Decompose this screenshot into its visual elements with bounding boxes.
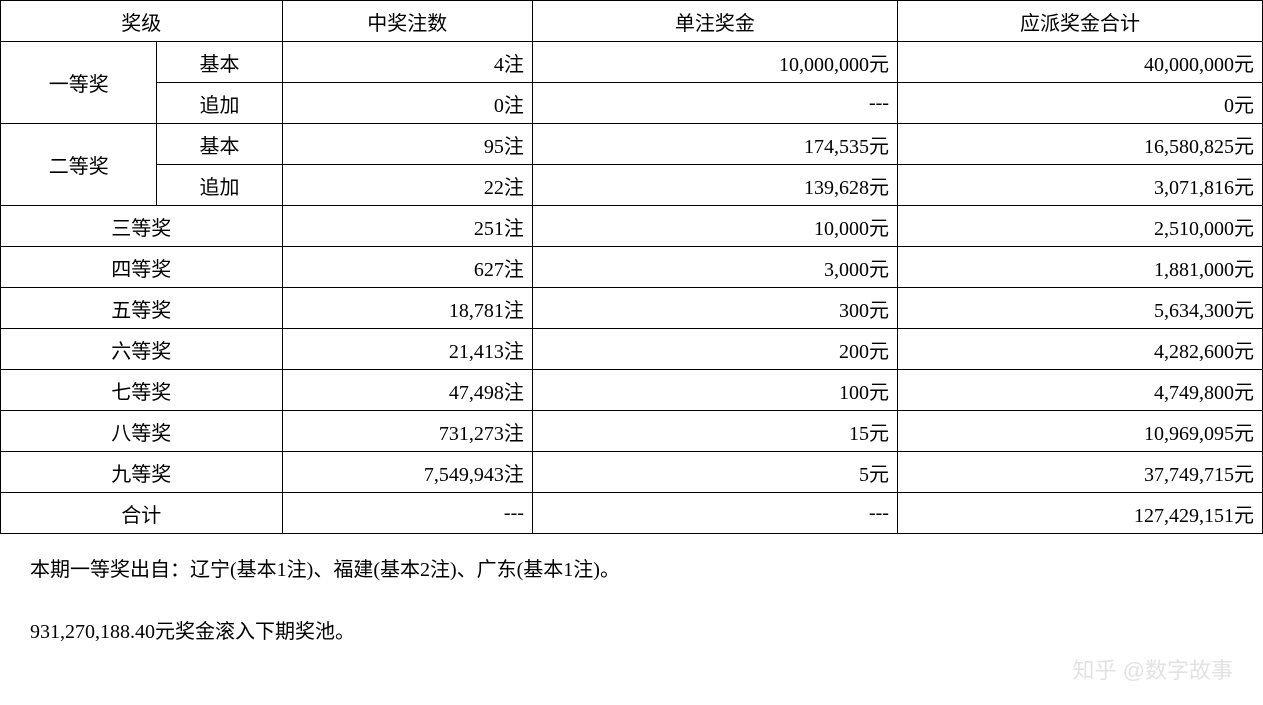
- cell-total: 4,749,800元: [897, 370, 1262, 411]
- cell-total: 3,071,816元: [897, 165, 1262, 206]
- cell-level: 一等奖: [1, 42, 157, 124]
- cell-level: 八等奖: [1, 411, 283, 452]
- cell-count: 4注: [282, 42, 532, 83]
- table-header-row: 奖级 中奖注数 单注奖金 应派奖金合计: [1, 1, 1263, 42]
- cell-level: 六等奖: [1, 329, 283, 370]
- header-count: 中奖注数: [282, 1, 532, 42]
- table-row: 七等奖 47,498注 100元 4,749,800元: [1, 370, 1263, 411]
- cell-level: 七等奖: [1, 370, 283, 411]
- cell-count: 251注: [282, 206, 532, 247]
- cell-count: 627注: [282, 247, 532, 288]
- table-row: 五等奖 18,781注 300元 5,634,300元: [1, 288, 1263, 329]
- cell-total: 10,969,095元: [897, 411, 1262, 452]
- cell-count: 21,413注: [282, 329, 532, 370]
- cell-per: 5元: [532, 452, 897, 493]
- header-per-prize: 单注奖金: [532, 1, 897, 42]
- table-row: 六等奖 21,413注 200元 4,282,600元: [1, 329, 1263, 370]
- table-row: 二等奖 基本 95注 174,535元 16,580,825元: [1, 124, 1263, 165]
- cell-count: ---: [282, 493, 532, 534]
- cell-count: 22注: [282, 165, 532, 206]
- footer-line2: 931,270,188.40元奖金滚入下期奖池。: [0, 596, 1263, 658]
- cell-count: 731,273注: [282, 411, 532, 452]
- cell-per: 300元: [532, 288, 897, 329]
- cell-level: 三等奖: [1, 206, 283, 247]
- cell-total: 0元: [897, 83, 1262, 124]
- cell-per: ---: [532, 493, 897, 534]
- cell-count: 0注: [282, 83, 532, 124]
- cell-sub: 追加: [157, 165, 282, 206]
- table-row: 一等奖 基本 4注 10,000,000元 40,000,000元: [1, 42, 1263, 83]
- cell-total: 37,749,715元: [897, 452, 1262, 493]
- watermark: 知乎 @数字故事: [1073, 653, 1233, 685]
- cell-level: 合计: [1, 493, 283, 534]
- cell-total: 40,000,000元: [897, 42, 1262, 83]
- cell-total: 16,580,825元: [897, 124, 1262, 165]
- table-row: 三等奖 251注 10,000元 2,510,000元: [1, 206, 1263, 247]
- cell-count: 95注: [282, 124, 532, 165]
- cell-count: 7,549,943注: [282, 452, 532, 493]
- table-row: 追加 0注 --- 0元: [1, 83, 1263, 124]
- cell-total: 1,881,000元: [897, 247, 1262, 288]
- table-row: 合计 --- --- 127,429,151元: [1, 493, 1263, 534]
- cell-sub: 追加: [157, 83, 282, 124]
- footer-line1: 本期一等奖出自：辽宁(基本1注)、福建(基本2注)、广东(基本1注)。: [0, 534, 1263, 596]
- table-row: 九等奖 7,549,943注 5元 37,749,715元: [1, 452, 1263, 493]
- cell-per: 10,000,000元: [532, 42, 897, 83]
- cell-per: 174,535元: [532, 124, 897, 165]
- cell-level: 二等奖: [1, 124, 157, 206]
- cell-per: 3,000元: [532, 247, 897, 288]
- cell-total: 4,282,600元: [897, 329, 1262, 370]
- table-row: 四等奖 627注 3,000元 1,881,000元: [1, 247, 1263, 288]
- cell-count: 18,781注: [282, 288, 532, 329]
- table-row: 追加 22注 139,628元 3,071,816元: [1, 165, 1263, 206]
- cell-total: 2,510,000元: [897, 206, 1262, 247]
- table-row: 八等奖 731,273注 15元 10,969,095元: [1, 411, 1263, 452]
- cell-level: 五等奖: [1, 288, 283, 329]
- cell-per: 15元: [532, 411, 897, 452]
- cell-per: 200元: [532, 329, 897, 370]
- header-level: 奖级: [1, 1, 283, 42]
- cell-total: 5,634,300元: [897, 288, 1262, 329]
- cell-per: 100元: [532, 370, 897, 411]
- cell-level: 九等奖: [1, 452, 283, 493]
- prize-table: 奖级 中奖注数 单注奖金 应派奖金合计 一等奖 基本 4注 10,000,000…: [0, 0, 1263, 534]
- cell-per: ---: [532, 83, 897, 124]
- cell-count: 47,498注: [282, 370, 532, 411]
- cell-level: 四等奖: [1, 247, 283, 288]
- cell-per: 139,628元: [532, 165, 897, 206]
- cell-total: 127,429,151元: [897, 493, 1262, 534]
- header-total: 应派奖金合计: [897, 1, 1262, 42]
- cell-per: 10,000元: [532, 206, 897, 247]
- cell-sub: 基本: [157, 124, 282, 165]
- cell-sub: 基本: [157, 42, 282, 83]
